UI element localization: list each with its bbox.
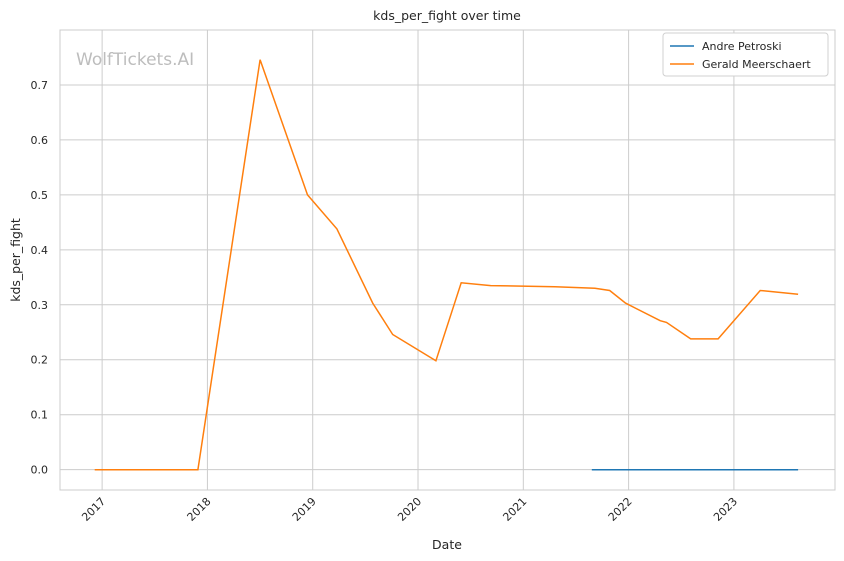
x-tick-label: 2021 bbox=[500, 495, 529, 524]
y-axis-label: kds_per_fight bbox=[8, 218, 23, 302]
y-tick-label: 0.7 bbox=[31, 79, 49, 92]
x-tick-label: 2018 bbox=[185, 495, 214, 524]
series-line-gerald-meerschaert bbox=[94, 59, 799, 471]
legend-box bbox=[662, 32, 829, 77]
watermark: WolfTickets.AI bbox=[76, 50, 194, 70]
x-tick-label: 2020 bbox=[395, 495, 424, 524]
x-tick-label: 2023 bbox=[711, 495, 740, 524]
tick-labels: 2017 2018 2019 2020 2021 2022 2023 0.0 0.1 0.2 0.3… bbox=[31, 79, 741, 524]
legend: Andre Petroski Gerald Meerschaert bbox=[662, 32, 829, 77]
x-axis-label: Date bbox=[432, 537, 462, 552]
grid bbox=[60, 30, 835, 490]
y-tick-label: 0.0 bbox=[31, 464, 49, 477]
y-tick-label: 0.2 bbox=[31, 354, 49, 367]
y-tick-label: 0.1 bbox=[31, 409, 49, 422]
chart-title: kds_per_fight over time bbox=[373, 8, 521, 23]
legend-label: Gerald Meerschaert bbox=[702, 58, 811, 71]
plot-frame bbox=[59, 29, 836, 491]
y-tick-label: 0.6 bbox=[31, 134, 49, 147]
y-tick-label: 0.5 bbox=[31, 189, 49, 202]
legend-label: Andre Petroski bbox=[702, 40, 782, 53]
x-tick-label: 2019 bbox=[290, 495, 319, 524]
y-tick-label: 0.4 bbox=[31, 244, 49, 257]
y-tick-label: 0.3 bbox=[31, 299, 49, 312]
series-lines bbox=[94, 59, 799, 471]
x-tick-label: 2017 bbox=[79, 495, 108, 524]
x-tick-label: 2022 bbox=[606, 495, 635, 524]
